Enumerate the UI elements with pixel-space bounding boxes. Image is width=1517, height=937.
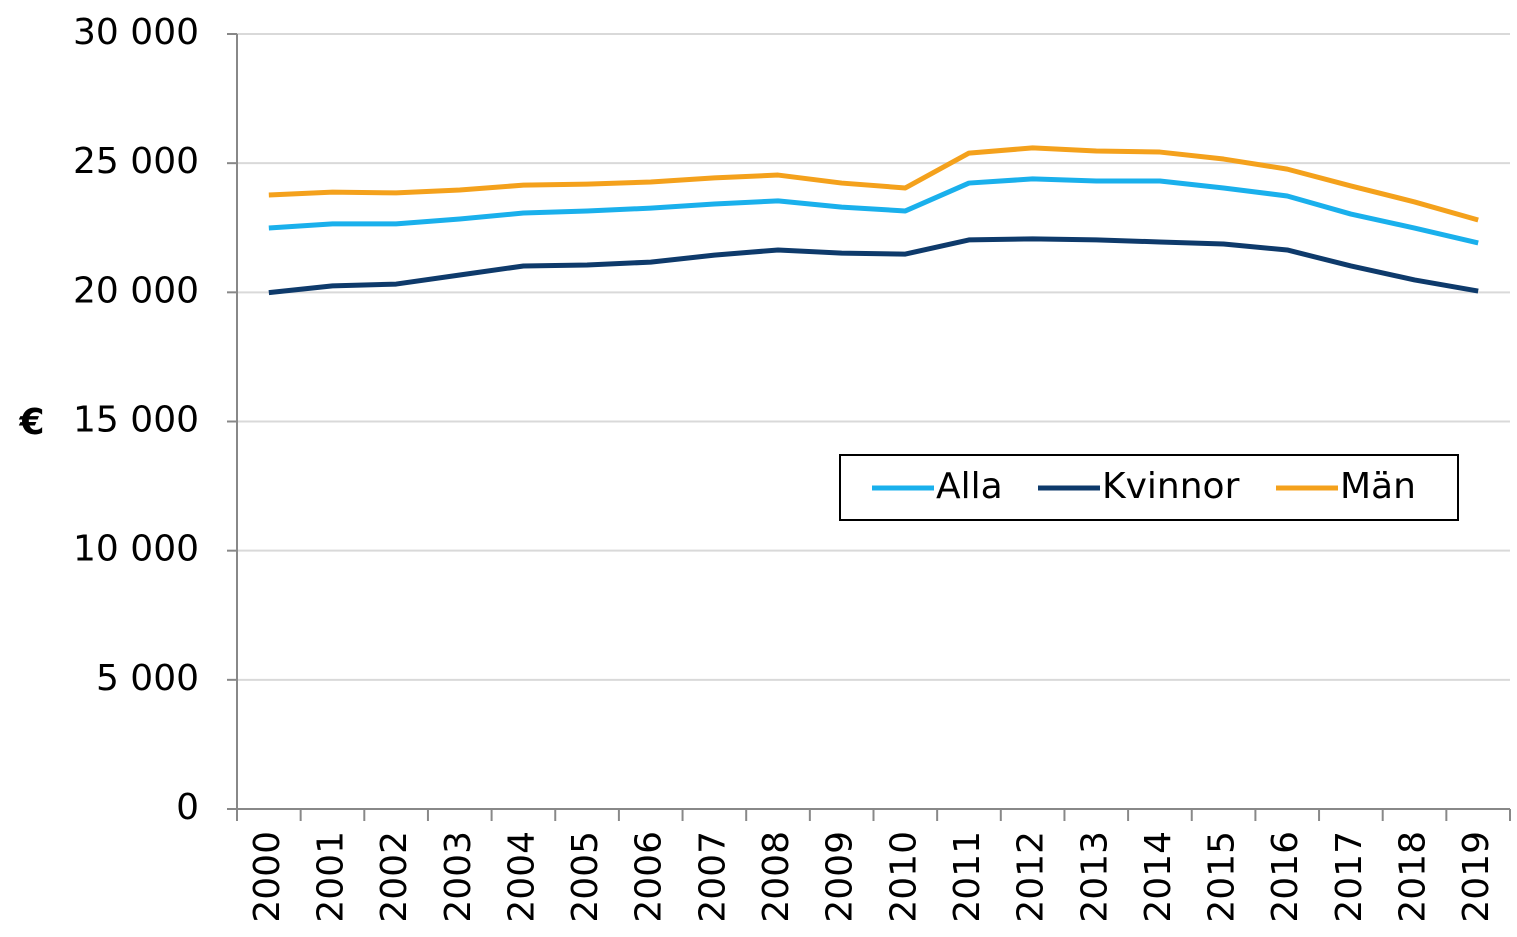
x-tick-label: 2005 xyxy=(565,831,606,923)
y-tick-label: 5 000 xyxy=(96,658,199,699)
x-tick-label: 2014 xyxy=(1138,831,1179,923)
series-line xyxy=(268,236,1479,296)
x-tick-label: 2008 xyxy=(756,831,797,923)
x-tick-label: 2000 xyxy=(247,831,288,923)
x-tick-label: 2019 xyxy=(1456,831,1497,923)
y-tick-label: 30 000 xyxy=(73,12,199,53)
x-tick-label: 2013 xyxy=(1074,831,1115,923)
legend-label: Alla xyxy=(936,466,1003,507)
y-tick-label: 25 000 xyxy=(73,141,199,182)
legend-label: Kvinnor xyxy=(1102,466,1240,507)
x-tick-label: 2011 xyxy=(947,831,988,923)
x-tick-label: 2001 xyxy=(310,831,351,923)
x-tick-label: 2015 xyxy=(1202,831,1243,923)
series-line xyxy=(268,145,1479,223)
x-tick-label: 2004 xyxy=(501,831,542,923)
y-tick-label: 15 000 xyxy=(73,400,199,441)
x-tick-label: 2006 xyxy=(629,831,670,923)
legend-box xyxy=(839,454,1459,521)
x-tick-label: 2007 xyxy=(692,831,733,923)
x-tick-label: 2018 xyxy=(1393,831,1434,923)
series-line xyxy=(268,176,1479,246)
x-tick-label: 2010 xyxy=(883,831,924,923)
x-tick-label: 2017 xyxy=(1329,831,1370,923)
x-tick-label: 2002 xyxy=(374,831,415,923)
y-axis-label: € xyxy=(18,402,44,443)
legend-label: Män xyxy=(1340,466,1416,507)
y-tick-label: 20 000 xyxy=(73,270,199,311)
x-tick-label: 2012 xyxy=(1011,831,1052,923)
x-tick-label: 2003 xyxy=(438,831,479,923)
x-tick-label: 2016 xyxy=(1265,831,1306,923)
y-tick-label: 10 000 xyxy=(73,529,199,570)
y-tick-label: 0 xyxy=(176,787,199,828)
x-tick-label: 2009 xyxy=(820,831,861,923)
